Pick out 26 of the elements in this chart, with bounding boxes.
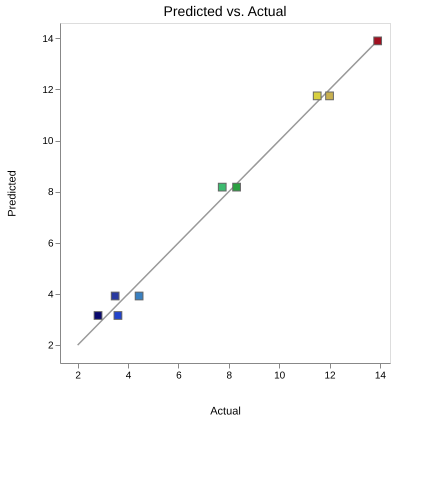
x-axis-title: Actual xyxy=(210,406,241,418)
y-axis-title: Predicted xyxy=(6,170,18,217)
y-tick-label: 12 xyxy=(42,84,54,96)
x-tick-label: 6 xyxy=(176,370,182,382)
chart-title: Predicted vs. Actual xyxy=(164,3,286,19)
x-tick-label: 12 xyxy=(324,370,336,382)
point xyxy=(312,91,322,100)
y-tick-label: 6 xyxy=(48,238,54,250)
y-tick-label: 4 xyxy=(48,289,54,300)
point xyxy=(373,36,382,46)
y-tick-label: 14 xyxy=(42,34,54,45)
point xyxy=(232,182,241,192)
point xyxy=(218,182,227,192)
x-tick-label: 2 xyxy=(75,370,82,382)
point xyxy=(134,292,144,300)
x-tick-label: 14 xyxy=(374,370,386,382)
point xyxy=(94,311,102,320)
point xyxy=(114,311,122,320)
y-tick-label: 2 xyxy=(48,340,54,352)
x-tick-label: 10 xyxy=(274,370,286,382)
y-tick-label: 10 xyxy=(42,136,54,148)
x-tick-label: 4 xyxy=(126,370,132,382)
y-tick-label: 8 xyxy=(48,187,54,198)
x-tick-label: 8 xyxy=(226,370,232,382)
point xyxy=(325,91,334,100)
point xyxy=(110,292,120,300)
